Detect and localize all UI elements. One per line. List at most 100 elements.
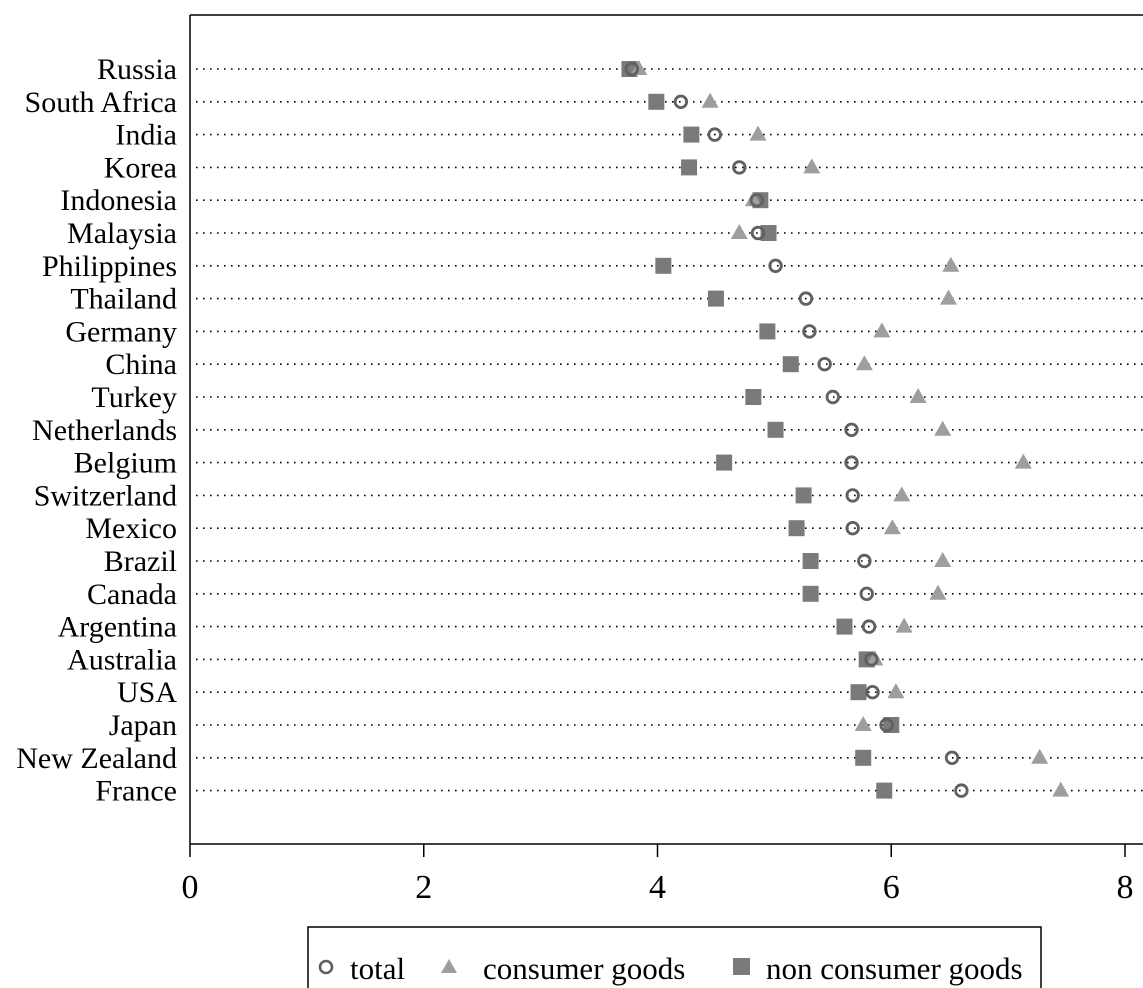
consumer-goods-point-korea: [803, 158, 821, 174]
category-label-usa: USA: [117, 676, 177, 709]
non-consumer-goods-point-france: [876, 782, 893, 799]
data-marks: [621, 60, 1070, 799]
consumer-goods-point-canada: [929, 584, 947, 600]
total-point-korea: [732, 160, 747, 175]
category-label-korea: Korea: [104, 151, 177, 184]
consumer-goods-point-mexico: [883, 519, 901, 535]
legend-consumer-marker: [441, 959, 457, 973]
consumer-goods-point-argentina: [895, 617, 913, 633]
category-label-brazil: Brazil: [104, 545, 177, 578]
total-point-germany: [802, 324, 817, 339]
total-point-russia: [624, 61, 639, 77]
legend-total-marker: [318, 959, 334, 975]
consumer-goods-point-india: [749, 125, 767, 141]
non-consumer-goods-point-belgium: [716, 454, 733, 471]
x-tick-label-6: 6: [883, 869, 900, 906]
total-point-belgium: [844, 455, 859, 470]
total-point-new-zealand: [944, 750, 960, 766]
total-point-usa: [865, 685, 880, 700]
legend-nonconsumer-marker: [733, 958, 750, 975]
category-label-russia: Russia: [97, 53, 177, 86]
consumer-goods-point-japan: [854, 716, 872, 731]
total-point-argentina: [861, 619, 877, 634]
non-consumer-goods-point-south-africa: [648, 93, 665, 110]
consumer-goods-point-south-africa: [701, 92, 719, 108]
non-consumer-goods-point-thailand: [707, 290, 724, 307]
total-point-south-africa: [673, 94, 689, 110]
category-label-india: India: [115, 119, 177, 152]
consumer-goods-point-china: [855, 355, 873, 371]
category-label-mexico: Mexico: [85, 512, 177, 545]
non-consumer-goods-point-new-zealand: [855, 749, 872, 766]
consumer-goods-point-germany: [873, 322, 891, 338]
legend-nonconsumer-label: non consumer goods: [766, 951, 1023, 986]
total-point-turkey: [825, 389, 841, 405]
x-axis: 0 2 4 6 8: [182, 844, 1134, 906]
consumer-goods-point-thailand: [940, 289, 958, 305]
total-point-brazil: [857, 553, 872, 569]
total-point-malaysia: [750, 225, 766, 241]
total-point-japan: [879, 717, 894, 733]
category-label-belgium: Belgium: [74, 447, 177, 480]
total-point-india: [707, 127, 722, 142]
non-consumer-goods-point-malaysia: [760, 225, 777, 241]
consumer-goods-point-brazil: [934, 552, 952, 567]
consumer-goods-point-belgium: [1014, 453, 1032, 469]
total-point-switzerland: [845, 488, 860, 503]
category-label-indonesia: Indonesia: [60, 184, 177, 217]
consumer-goods-point-malaysia: [730, 224, 748, 239]
consumer-goods-point-new-zealand: [1031, 748, 1049, 764]
category-label-australia: Australia: [67, 643, 177, 676]
category-label-south-africa: South Africa: [25, 86, 177, 119]
consumer-goods-point-indonesia: [744, 191, 762, 207]
consumer-goods-point-france: [1052, 781, 1070, 797]
total-point-canada: [859, 586, 874, 602]
non-consumer-goods-point-brazil: [802, 553, 819, 569]
category-label-new-zealand: New Zealand: [16, 742, 177, 775]
total-point-netherlands: [844, 422, 859, 438]
non-consumer-goods-point-argentina: [836, 618, 853, 635]
category-label-switzerland: Switzerland: [34, 479, 177, 512]
total-point-france: [954, 783, 969, 798]
legend: total consumer goods non consumer goods: [307, 926, 1042, 988]
x-tick-label-4: 4: [649, 869, 666, 906]
category-label-japan: Japan: [109, 709, 177, 742]
consumer-goods-point-usa: [887, 683, 905, 699]
total-point-mexico: [845, 521, 860, 536]
category-label-argentina: Argentina: [58, 611, 177, 644]
category-label-turkey: Turkey: [91, 381, 177, 414]
non-consumer-goods-point-turkey: [745, 389, 762, 405]
non-consumer-goods-point-mexico: [788, 520, 805, 537]
category-label-germany: Germany: [65, 315, 177, 348]
non-consumer-goods-point-philippines: [655, 257, 672, 274]
category-label-china: China: [105, 348, 177, 381]
non-consumer-goods-point-india: [683, 126, 700, 143]
grid-lines: [196, 68, 1143, 792]
non-consumer-goods-point-netherlands: [767, 421, 784, 438]
category-label-philippines: Philippines: [42, 250, 177, 283]
x-tick-label-2: 2: [415, 869, 432, 906]
consumer-goods-point-switzerland: [893, 486, 911, 502]
consumer-goods-point-netherlands: [934, 420, 952, 436]
non-consumer-goods-point-germany: [759, 323, 776, 340]
consumer-goods-point-australia: [866, 650, 884, 666]
non-consumer-goods-point-usa: [850, 684, 867, 701]
total-point-philippines: [768, 258, 783, 274]
legend-box: [307, 926, 1042, 988]
total-point-indonesia: [749, 192, 765, 208]
non-consumer-goods-point-china: [782, 356, 799, 373]
consumer-goods-point-philippines: [942, 256, 960, 272]
consumer-goods-point-turkey: [909, 388, 927, 403]
non-consumer-goods-point-switzerland: [795, 487, 812, 504]
non-consumer-goods-point-korea: [681, 159, 698, 176]
total-point-china: [817, 357, 832, 372]
category-label-thailand: Thailand: [70, 283, 177, 316]
legend-consumer-label: consumer goods: [483, 951, 685, 986]
total-point-australia: [864, 652, 879, 667]
legend-total-label: total: [350, 951, 405, 986]
category-label-malaysia: Malaysia: [67, 217, 177, 250]
x-tick-label-8: 8: [1117, 869, 1134, 906]
total-point-thailand: [798, 291, 814, 306]
